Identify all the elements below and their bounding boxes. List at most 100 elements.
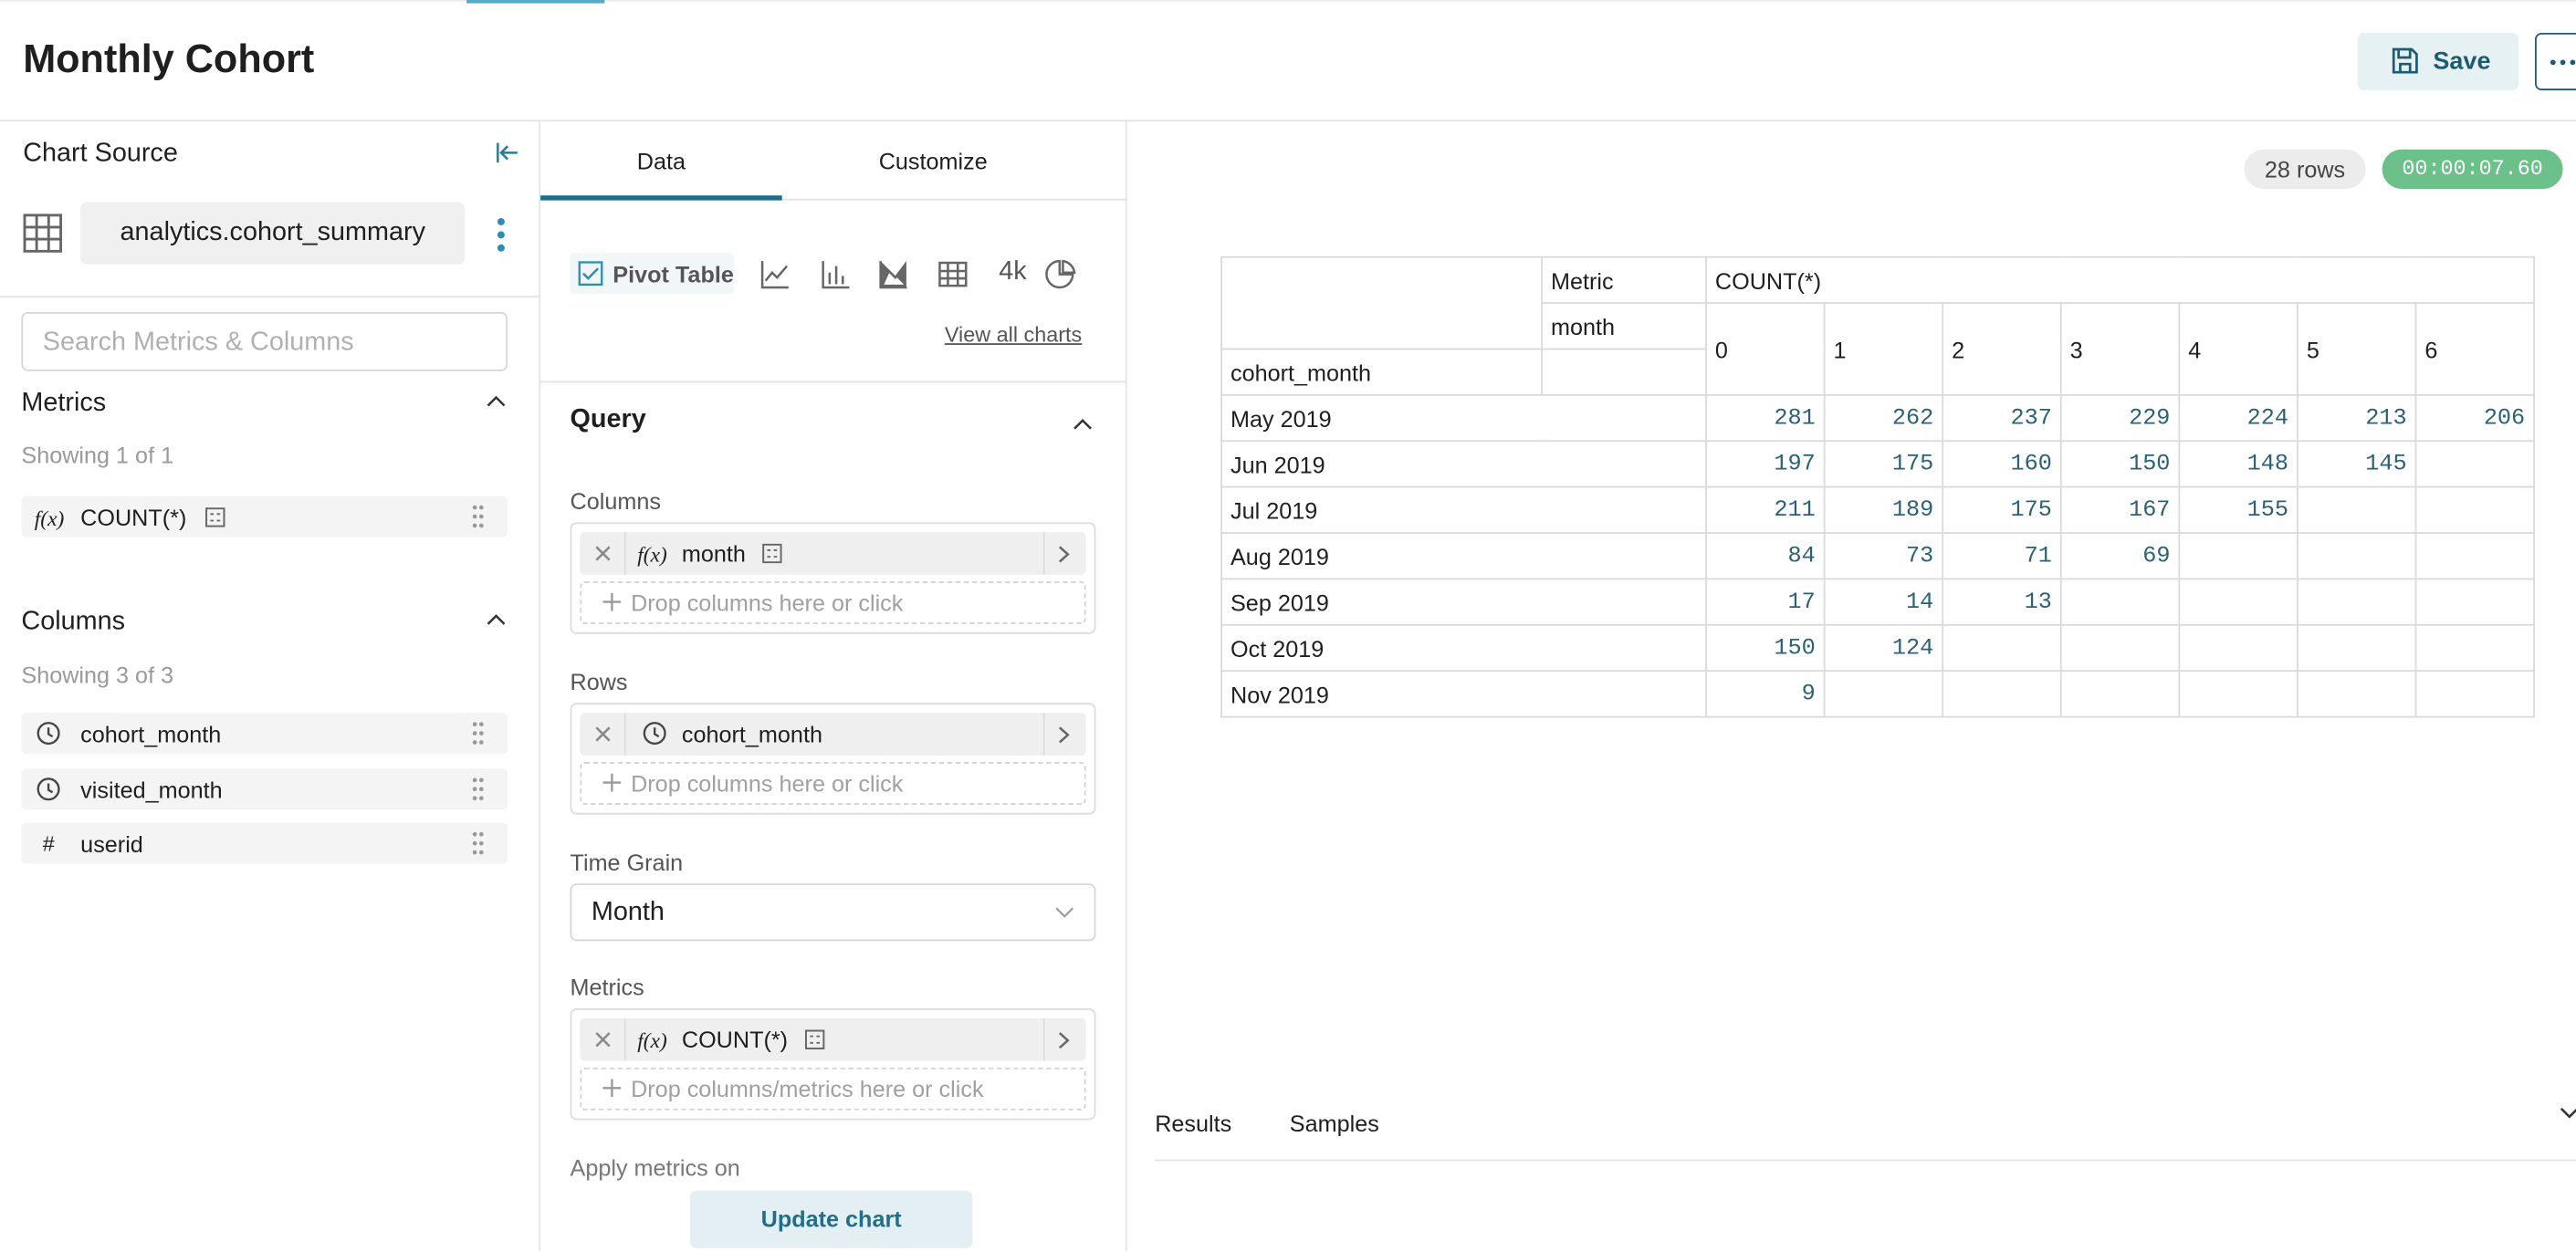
plus-icon [602, 592, 622, 611]
path [938, 261, 968, 287]
collapse-icon[interactable] [497, 141, 519, 164]
caret-up[interactable] [487, 394, 507, 407]
drag-handle[interactable] [472, 721, 485, 746]
row-label: May 2019 [1220, 393, 1707, 443]
search-placeholder: Search Metrics & Columns [42, 328, 354, 357]
data-row: Sep 2019 17 14 13 [1220, 578, 2535, 626]
query-chip[interactable]: f(x) COUNT(*) [580, 1017, 1086, 1061]
view-all-charts[interactable]: View all charts [944, 321, 1083, 347]
pivot-table: Metric COUNT(*) month 0 1 2 3 4 5 6 cohort_month Ma… [1220, 256, 2535, 718]
drag-handle[interactable] [472, 505, 485, 529]
empty-cell [2414, 485, 2535, 534]
empty-cell [2414, 578, 2535, 626]
section-title: Metrics [21, 389, 107, 418]
open-icon[interactable] [1058, 1031, 1071, 1049]
drop-hint[interactable]: Drop columns/metrics here or click [580, 1067, 1086, 1111]
value-cell: 211 [1705, 485, 1826, 534]
path [602, 773, 622, 792]
circle [472, 505, 477, 510]
source-border [0, 295, 539, 297]
query-chip[interactable]: cohort_month [580, 713, 1086, 756]
caret-up[interactable] [1073, 417, 1093, 430]
dataset-pill[interactable]: analytics.cohort_summary [80, 202, 466, 265]
empty-cell [2059, 670, 2181, 718]
circle [478, 831, 484, 837]
open-icon[interactable] [1058, 725, 1071, 744]
drag-handle[interactable] [472, 831, 485, 856]
remove-icon[interactable] [595, 725, 612, 742]
path [487, 614, 506, 625]
more-button[interactable] [2534, 32, 2576, 90]
value-cell: 160 [1942, 440, 2062, 488]
chart-type-icons[interactable] [760, 259, 1089, 289]
value-cell: 13 [1942, 578, 2062, 626]
result-tab[interactable]: Results [1155, 1110, 1232, 1137]
row-label: Jul 2019 [1220, 485, 1707, 534]
save-button[interactable]: Save [2357, 32, 2519, 90]
fx-icon: f(x) [637, 1028, 667, 1053]
value-cell: 197 [1705, 440, 1826, 488]
search-input[interactable]: Search Metrics & Columns [21, 311, 508, 371]
field-label: Apply metrics on [570, 1154, 740, 1182]
chart-type-selected[interactable]: Pivot Table [570, 253, 735, 295]
tab-border [540, 198, 1126, 201]
path [1073, 418, 1092, 430]
update-chart-button[interactable]: Update chart [689, 1190, 973, 1248]
column-key: 6 [2414, 302, 2535, 396]
result-tab[interactable]: Samples [1289, 1110, 1379, 1137]
open-icon[interactable] [1058, 546, 1071, 564]
remove-icon[interactable] [595, 1031, 612, 1048]
value-cell: 155 [2178, 485, 2299, 534]
rect [804, 1029, 825, 1049]
path [47, 727, 54, 738]
path [23, 214, 63, 253]
big-number-icon[interactable]: 4k [999, 257, 1027, 287]
drag-handle[interactable] [472, 776, 485, 800]
value-cell: 206 [2414, 393, 2535, 443]
value-cell: 224 [2178, 393, 2299, 443]
drop-hint-text: Drop columns here or click [631, 589, 904, 616]
list-item[interactable]: f(x) COUNT(*) [21, 496, 508, 537]
empty-cell [1942, 670, 2062, 718]
header-row: month 0 1 2 3 4 5 6 [1221, 302, 2535, 396]
value-cell: 71 [1942, 532, 2062, 580]
save-label: Save [2433, 47, 2491, 76]
row-label: Jun 2019 [1220, 440, 1707, 488]
drop-hint[interactable]: Drop columns here or click [580, 762, 1086, 805]
drop-hint[interactable]: Drop columns here or click [580, 581, 1086, 624]
list-item[interactable]: visited_month [21, 767, 508, 809]
path [595, 726, 611, 742]
chip-divider [623, 713, 626, 756]
fx-icon: f(x) [34, 506, 65, 531]
checkbox [578, 261, 603, 287]
circle [478, 786, 484, 791]
showing-count: Showing 3 of 3 [21, 662, 174, 689]
value-cell: 69 [2059, 532, 2181, 580]
field-label: Columns [570, 487, 661, 515]
empty-cell [1541, 348, 1707, 396]
caret-up[interactable] [487, 612, 507, 625]
circle [472, 722, 477, 727]
list-item[interactable]: cohort_month [21, 713, 508, 755]
g [472, 831, 484, 855]
dataset-menu[interactable] [497, 217, 507, 254]
empty-cell [2178, 532, 2299, 580]
value-cell: 167 [2059, 485, 2181, 534]
column-dim: month [1541, 302, 1707, 350]
circle [2550, 59, 2556, 66]
field-label: Metrics [570, 974, 644, 1001]
tab[interactable]: Customize [878, 147, 988, 174]
metric-icon [205, 507, 225, 527]
time-grain-select[interactable]: Month [570, 883, 1096, 942]
section-border [540, 381, 1126, 383]
value-cell: 229 [2059, 393, 2181, 443]
list-item[interactable]: # userid [21, 822, 508, 864]
remove-icon[interactable] [595, 546, 612, 562]
tab[interactable]: Data [636, 147, 686, 174]
query-chip[interactable]: f(x) month [580, 532, 1086, 575]
chevron-down[interactable] [2560, 1107, 2576, 1120]
timer: 00:00:07.60 [2382, 149, 2563, 189]
tab-indicator [540, 195, 782, 201]
